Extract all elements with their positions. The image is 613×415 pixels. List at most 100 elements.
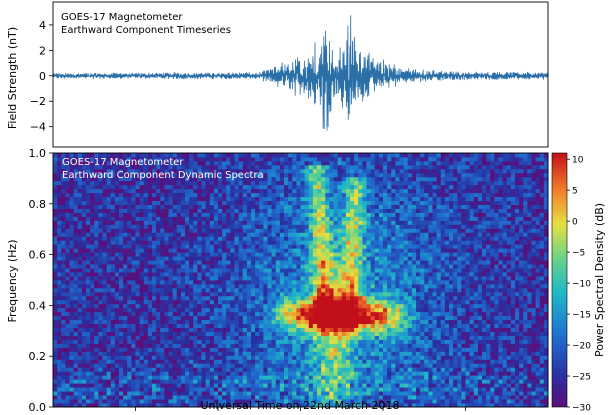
spectrogram-cell (65, 200, 70, 205)
spectrogram-cell (370, 228, 376, 233)
spectrogram-cell (238, 272, 244, 277)
spectrogram-cell (57, 216, 62, 221)
spectrogram-cell (205, 307, 211, 313)
spectrogram-cell (251, 268, 256, 273)
spectrogram-cell (127, 260, 132, 265)
spectrogram-cell (123, 160, 128, 166)
spectrogram-cell (106, 355, 112, 360)
spectrogram-cell (172, 351, 178, 356)
spectrogram-cell (168, 343, 174, 348)
spectrogram-cell (131, 295, 136, 301)
spectrogram-cell (139, 331, 145, 336)
spectrogram-cell (259, 180, 264, 186)
spectrogram-cell (53, 216, 58, 221)
spectrogram-cell (242, 291, 248, 297)
spectrogram-cell (246, 176, 252, 182)
spectrogram-cell (65, 220, 70, 225)
spectrogram-cell (110, 359, 116, 364)
spectrogram-cell (370, 327, 376, 332)
spectrogram-cell (317, 208, 322, 213)
spectrogram-cell (234, 280, 240, 285)
spectrogram-cell (354, 335, 359, 340)
spectrogram-cell (156, 264, 161, 269)
spectrogram-cell (267, 363, 273, 368)
spectrogram-cell (143, 379, 149, 384)
spectrogram-cell (98, 164, 103, 170)
spectrogram-cell (317, 331, 322, 336)
spectrogram-cell (300, 232, 306, 237)
spectrogram-cell (370, 248, 376, 253)
spectrogram-cell (172, 383, 178, 388)
spectrogram-cell (98, 295, 103, 301)
spectrogram-cell (73, 200, 79, 205)
spectrogram-cell (234, 347, 240, 352)
spectrogram-cell (201, 204, 207, 209)
spectrogram-cell (86, 224, 91, 229)
spectrogram-cell (288, 375, 293, 380)
spectrogram-cell (296, 327, 301, 332)
spectrogram-cell (53, 200, 58, 205)
spectrogram-cell (337, 283, 343, 289)
spectrogram-cell (143, 176, 149, 182)
spectrogram-cell (358, 283, 363, 289)
spectrogram-cell (263, 335, 268, 340)
spectrogram-cell (325, 212, 330, 217)
spectrogram-cell (185, 224, 190, 229)
spectrogram-cell (218, 315, 223, 321)
spectrogram-cell (362, 200, 367, 205)
spectrogram-cell (329, 244, 334, 249)
spectrogram-cell (123, 343, 128, 348)
spectrogram-cell (106, 395, 112, 400)
spectrogram-cell (106, 216, 112, 221)
spectrogram-cell (267, 184, 273, 190)
spectrogram-cell (189, 375, 194, 380)
spectrogram-cell (110, 331, 116, 336)
spectrogram-cell (168, 307, 174, 313)
spectrogram-cell (139, 244, 145, 249)
spectrogram-cell (321, 196, 326, 202)
spectrogram-cell (366, 208, 372, 213)
spectrogram-cell (345, 371, 351, 376)
spectrogram-cell (354, 371, 359, 376)
spectrogram-cell (147, 339, 153, 344)
spectrogram-cell (127, 367, 132, 372)
spectrogram-cell (226, 244, 231, 249)
spectrogram-cell (147, 168, 153, 174)
spectrogram-cell (106, 375, 112, 380)
spectrogram-cell (271, 280, 277, 285)
spectrogram-cell (135, 264, 141, 269)
spectrogram-cell (152, 212, 157, 217)
spectrogram-cell (226, 212, 231, 217)
spectrogram-cell (143, 315, 149, 321)
spectrogram-cell (176, 164, 182, 170)
spectrogram-cell (234, 291, 240, 297)
spectrogram-cell (205, 315, 211, 321)
spectrogram-cell (263, 347, 268, 352)
spectrogram-cell (180, 335, 186, 340)
spectrogram-cell (201, 272, 207, 277)
spectrogram-cell (94, 184, 99, 190)
spectrogram-cell (333, 307, 339, 313)
spectrogram-cell (288, 303, 293, 309)
spectrogram-cell (271, 244, 277, 249)
spectrogram-cell (329, 164, 334, 170)
spectrogram-cell (193, 212, 198, 217)
spectrogram-cell (304, 391, 310, 396)
spectrogram-cell (329, 208, 334, 213)
spectrogram-cell (147, 395, 153, 400)
spectrogram-cell (90, 367, 95, 372)
spectrogram-cell (366, 399, 372, 404)
spectrogram-cell (53, 160, 58, 166)
spectrogram-cell (218, 248, 223, 253)
spectrogram-cell (226, 339, 231, 344)
spectrogram-cell (213, 403, 219, 408)
spectrogram-cell (94, 395, 99, 400)
spectrogram-cell (139, 276, 145, 281)
spectrogram-cell (246, 347, 252, 352)
spectrogram-cell (370, 387, 376, 392)
spectrogram-cell (139, 307, 145, 313)
spectrogram-cell (300, 228, 306, 233)
spectrogram-cell (222, 276, 227, 281)
spectrogram-cell (160, 367, 165, 372)
spectrogram-cell (345, 355, 351, 360)
